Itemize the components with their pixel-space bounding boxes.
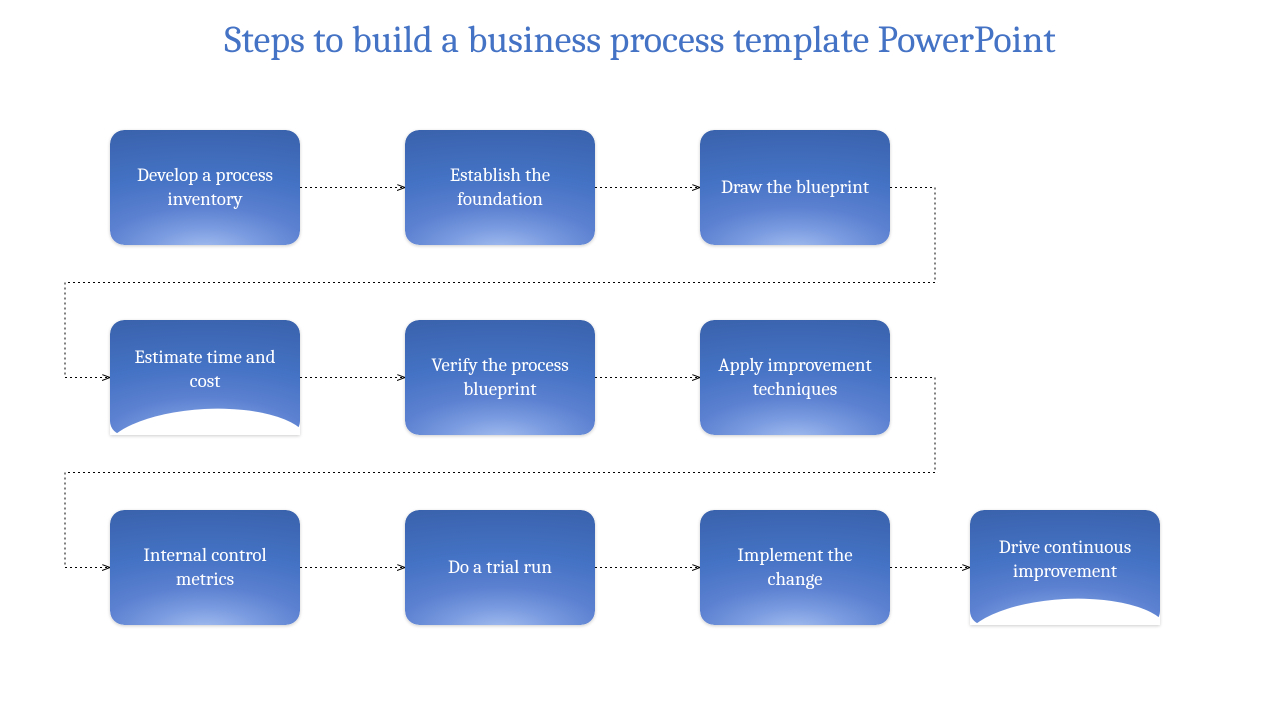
process-step-label: Apply improvement techniques [710,354,880,402]
slide: Steps to build a business process templa… [0,0,1280,720]
process-step: Develop a process inventory [110,130,300,245]
process-step-label: Draw the blueprint [721,176,869,200]
process-step-label: Drive continuous improvement [980,536,1150,584]
process-step-label: Implement the change [710,544,880,592]
process-step-label: Do a trial run [448,556,552,580]
process-step-label: Establish the foundation [415,164,585,212]
process-step-label: Develop a process inventory [120,164,290,212]
process-step: Apply improvement techniques [700,320,890,435]
process-step-label: Estimate time and cost [120,346,290,394]
process-step: Implement the change [700,510,890,625]
process-step: Verify the process blueprint [405,320,595,435]
process-step-label: Internal control metrics [120,544,290,592]
process-step: Do a trial run [405,510,595,625]
process-step: Draw the blueprint [700,130,890,245]
process-step: Drive continuous improvement [970,510,1160,625]
process-step-label: Verify the process blueprint [415,354,585,402]
process-step: Establish the foundation [405,130,595,245]
process-step: Internal control metrics [110,510,300,625]
slide-title: Steps to build a business process templa… [0,18,1280,62]
process-step: Estimate time and cost [110,320,300,435]
